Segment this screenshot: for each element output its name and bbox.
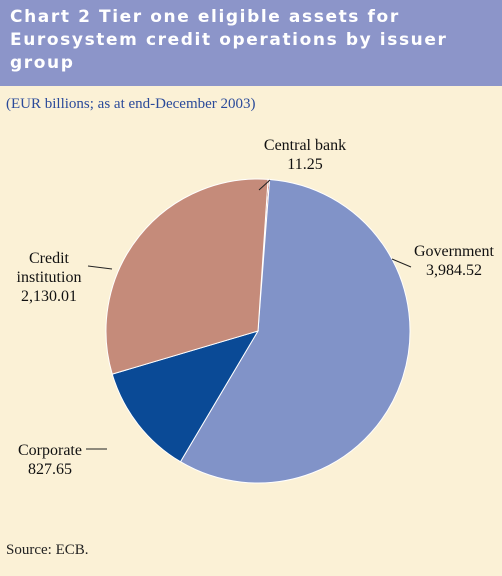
slice-value-label: 3,984.52	[426, 262, 482, 279]
leader-line	[391, 258, 412, 268]
slice-category-label: Corporate	[18, 442, 82, 459]
pie-slice-government	[179, 178, 411, 484]
leader-lines	[86, 179, 412, 450]
pie-slices	[105, 178, 411, 484]
slice-category-label: Central bank	[264, 137, 346, 154]
source-note: Source: ECB.	[6, 542, 89, 558]
slice-value-label: 2,130.01	[21, 288, 77, 305]
pie-slice-credit-institution	[105, 178, 269, 375]
leader-line	[258, 179, 271, 191]
slice-value-label: 11.25	[287, 156, 322, 173]
chart-subtitle: (EUR billions; as at end-December 2003)	[6, 96, 256, 112]
slice-category-label: institution	[17, 269, 82, 286]
title-bar: Chart 2 Tier one eligible assets for Eur…	[0, 0, 502, 86]
slice-category-label: Government	[414, 243, 495, 260]
chart-title: Chart 2 Tier one eligible assets for Eur…	[10, 7, 448, 73]
leader-line	[87, 265, 113, 270]
slice-value-label: 827.65	[28, 461, 72, 478]
slice-category-label: Credit	[29, 250, 70, 267]
slice-labels: Central bank 11.25 Government 3,984.52 Corpo…	[17, 137, 495, 478]
